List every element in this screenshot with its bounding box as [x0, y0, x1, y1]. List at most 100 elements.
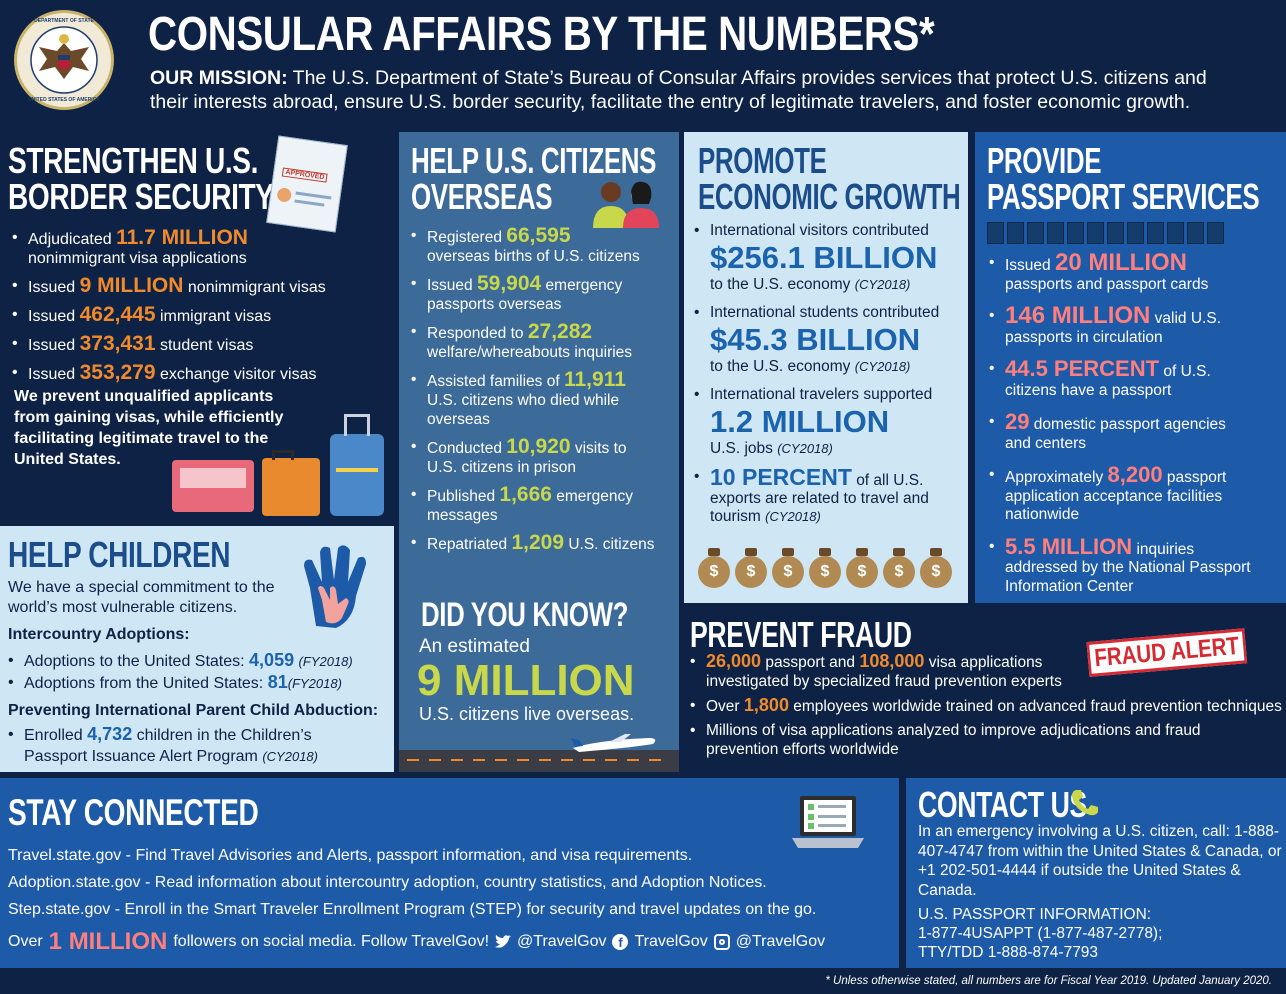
seal-bottom-text: UNITED STATES OF AMERICA	[28, 97, 100, 103]
list-item: International students contributed$45.3 …	[692, 304, 968, 376]
header: DEPARTMENT OF STATE UNITED STATES OF AME…	[0, 0, 1286, 128]
did-you-know-title: DID YOU KNOW?	[421, 596, 629, 634]
approved-stamp: APPROVED	[281, 167, 328, 183]
travel-link[interactable]: Travel.state.gov - Find Travel Advisorie…	[8, 847, 693, 864]
border-paragraph: We prevent unqualified applicants from g…	[14, 388, 284, 468]
adoption-link[interactable]: Adoption.state.gov - Read information ab…	[8, 874, 767, 891]
passport-books-icon	[987, 222, 1224, 244]
luggage-illustration	[168, 408, 390, 518]
passport-title-2: PASSPORT SERVICES	[987, 176, 1260, 217]
fraud-panel: PREVENT FRAUD FRAUD ALERT 26,000 passpor…	[684, 608, 1286, 772]
border-security-panel: STRENGTHEN U.S. BORDER SECURITY APPROVED…	[0, 132, 394, 522]
did-you-know-number: 9 MILLION	[417, 656, 635, 705]
list-item: Conducted 10,920 visits toU.S. citizens …	[409, 436, 677, 477]
list-item: Registered 66,595 overseas births of U.S…	[409, 225, 677, 266]
twitter-handle[interactable]: @TravelGov	[517, 933, 607, 950]
stay-connected-panel: STAY CONNECTED Travel.state.gov - Find T…	[0, 778, 899, 968]
hand-icon	[296, 542, 376, 632]
border-title-2: BORDER SECURITY	[8, 176, 274, 217]
state-department-seal: DEPARTMENT OF STATE UNITED STATES OF AME…	[14, 10, 114, 110]
passport-phone-line-2[interactable]: TTY/TDD 1-888-874-7793	[918, 944, 1099, 961]
fraud-title: PREVENT FRAUD	[690, 614, 912, 655]
seal-top-text: DEPARTMENT OF STATE	[34, 18, 94, 24]
passport-panel: PROVIDE PASSPORT SERVICES Issued 20 MILL…	[975, 132, 1286, 603]
instagram-handle[interactable]: @TravelGov	[735, 933, 826, 950]
laptop-icon	[790, 792, 866, 856]
adoptions-heading: Intercountry Adoptions:	[8, 626, 190, 643]
mission-line-1: The U.S. Department of State’s Bureau of…	[292, 67, 1207, 89]
mission-label: OUR MISSION:	[150, 67, 288, 89]
airplane-icon	[569, 732, 659, 756]
adoptions-list: Adoptions to the United States: 4,059 (F…	[6, 650, 394, 694]
facebook-icon[interactable]: f	[612, 934, 629, 950]
mission-statement: OUR MISSION: The U.S. Department of Stat…	[150, 66, 1207, 114]
money-bags: $ $ $ $ $ $ $	[698, 548, 968, 592]
people-icon	[589, 178, 669, 228]
runway	[399, 750, 679, 772]
border-title-1: STRENGTHEN U.S.	[8, 140, 259, 181]
page-title: CONSULAR AFFAIRS BY THE NUMBERS*	[148, 8, 935, 61]
footer-note: * Unless otherwise stated, all numbers a…	[825, 975, 1272, 987]
citizens-title-1: HELP U.S. CITIZENS	[411, 140, 657, 181]
passport-phone-line-1[interactable]: 1-877-4USAPPT (1-877-487-2778);	[918, 925, 1163, 942]
citizens-list: Registered 66,595 overseas births of U.S…	[409, 225, 677, 554]
children-title: HELP CHILDREN	[8, 534, 231, 575]
money-bag-icon: $	[846, 548, 878, 588]
abduction-heading: Preventing International Parent Child Ab…	[8, 702, 379, 719]
phone-icon	[1070, 788, 1100, 818]
list-item: Assisted families of 11,911 U.S. citizen…	[409, 369, 677, 429]
economy-panel: PROMOTE ECONOMIC GROWTH International vi…	[684, 132, 968, 603]
mission-line-2: their interests abroad, ensure U.S. bord…	[150, 91, 1191, 113]
facebook-handle[interactable]: TravelGov	[634, 933, 708, 950]
fraud-list: 26,000 passport and 108,000 visa applica…	[688, 652, 1286, 759]
list-item: Issued 373,431 student visas	[10, 333, 390, 355]
list-item: Responded to 27,282 welfare/whereabouts …	[409, 321, 677, 362]
money-bag-icon: $	[920, 548, 952, 588]
contact-title: CONTACT US	[918, 784, 1087, 825]
children-intro: We have a special commitment to the worl…	[8, 579, 275, 616]
twitter-icon[interactable]	[495, 935, 512, 949]
social-line: Over 1 MILLION followers on social media…	[8, 928, 826, 955]
passport-info-heading: U.S. PASSPORT INFORMATION:	[918, 906, 1152, 923]
list-item: Issued 9 MILLION nonimmigrant visas	[10, 275, 390, 297]
citizens-title-2: OVERSEAS	[411, 176, 553, 217]
step-link[interactable]: Step.state.gov - Enroll in the Smart Tra…	[8, 901, 817, 918]
instagram-icon[interactable]	[713, 934, 730, 950]
citizens-panel: HELP U.S. CITIZENS OVERSEAS Registered 6…	[399, 132, 679, 772]
did-you-know-lead: An estimated	[419, 636, 530, 657]
list-item: 44.5 PERCENT of U.S.citizens have a pass…	[987, 358, 1285, 400]
economy-title-2: ECONOMIC GROWTH	[698, 176, 961, 217]
list-item: Adoptions from the United States: 81(FY2…	[6, 672, 394, 694]
passport-title-1: PROVIDE	[987, 140, 1102, 181]
money-bag-icon: $	[883, 548, 915, 588]
money-bag-icon: $	[735, 548, 767, 588]
list-item: International visitors contributed$256.1…	[692, 222, 968, 294]
money-bag-icon: $	[772, 548, 804, 588]
list-item: Issued 353,279 exchange visitor visas	[10, 362, 390, 384]
list-item: 26,000 passport and 108,000 visa applica…	[688, 652, 1286, 691]
economy-title-1: PROMOTE	[698, 140, 827, 181]
list-item: 146 MILLION valid U.S.passports in circu…	[987, 304, 1285, 347]
emergency-text: In an emergency involving a U.S. citizen…	[918, 823, 1282, 899]
list-item: Over 1,800 employees worldwide trained o…	[688, 696, 1286, 716]
list-item: Adoptions to the United States: 4,059 (F…	[6, 650, 394, 672]
passport-document-icon: APPROVED	[266, 135, 348, 233]
money-bag-icon: $	[698, 548, 730, 588]
economy-list: International visitors contributed$256.1…	[692, 222, 968, 526]
list-item: Enrolled 4,732 children in the Children’…	[6, 724, 394, 767]
help-children-panel: HELP CHILDREN We have a special commitme…	[0, 526, 394, 772]
connected-title: STAY CONNECTED	[8, 792, 259, 833]
did-you-know-text: U.S. citizens live overseas.	[419, 704, 635, 724]
connected-links: Travel.state.gov - Find Travel Advisorie…	[8, 842, 816, 923]
money-bag-icon: $	[809, 548, 841, 588]
list-item: Repatriated 1,209 U.S. citizens	[409, 532, 677, 554]
